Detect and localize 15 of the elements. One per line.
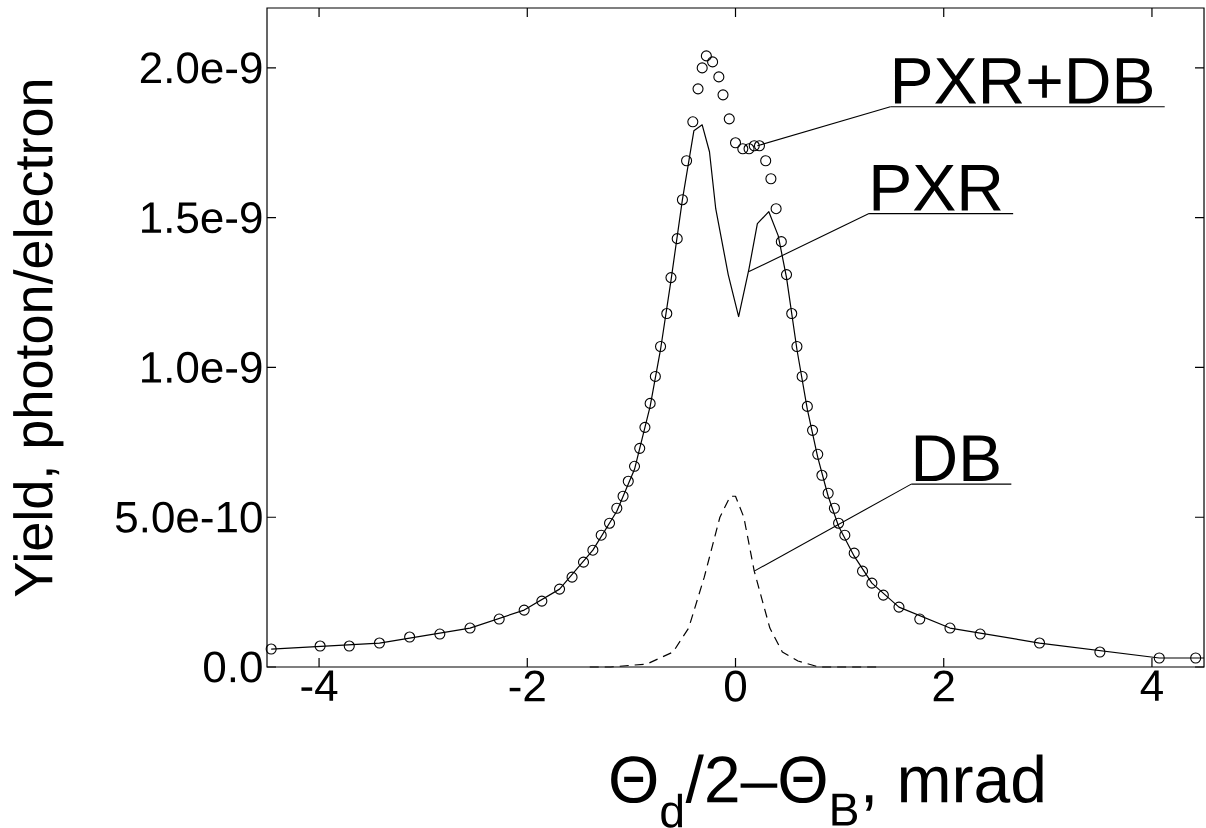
annotation: DB — [915, 435, 999, 481]
y-tick-label: 1.5e-9 — [142, 202, 262, 234]
y-tick-label: 5.0e-10 — [116, 501, 262, 533]
x-tick-label: 4 — [1140, 670, 1163, 701]
x-tick-label: -2 — [509, 670, 545, 702]
annotation: PXR — [873, 164, 1001, 211]
x-tick-label: -4 — [301, 670, 338, 701]
y-tick-label: 1.0e-9 — [142, 351, 262, 384]
x-tick-label: 2 — [933, 670, 954, 702]
y-tick-label: 2.0e-9 — [140, 52, 262, 84]
y-axis-title: Yield, photon/electron — [13, 80, 64, 597]
x-axis-title: Θ$_{d}$/2–Θ$_{B}$, mrad — [611, 754, 1043, 828]
annotation: PXR+DB — [894, 58, 1152, 104]
y-tick-label: 0.0 — [204, 651, 262, 683]
x-tick-label: 0 — [725, 670, 747, 702]
